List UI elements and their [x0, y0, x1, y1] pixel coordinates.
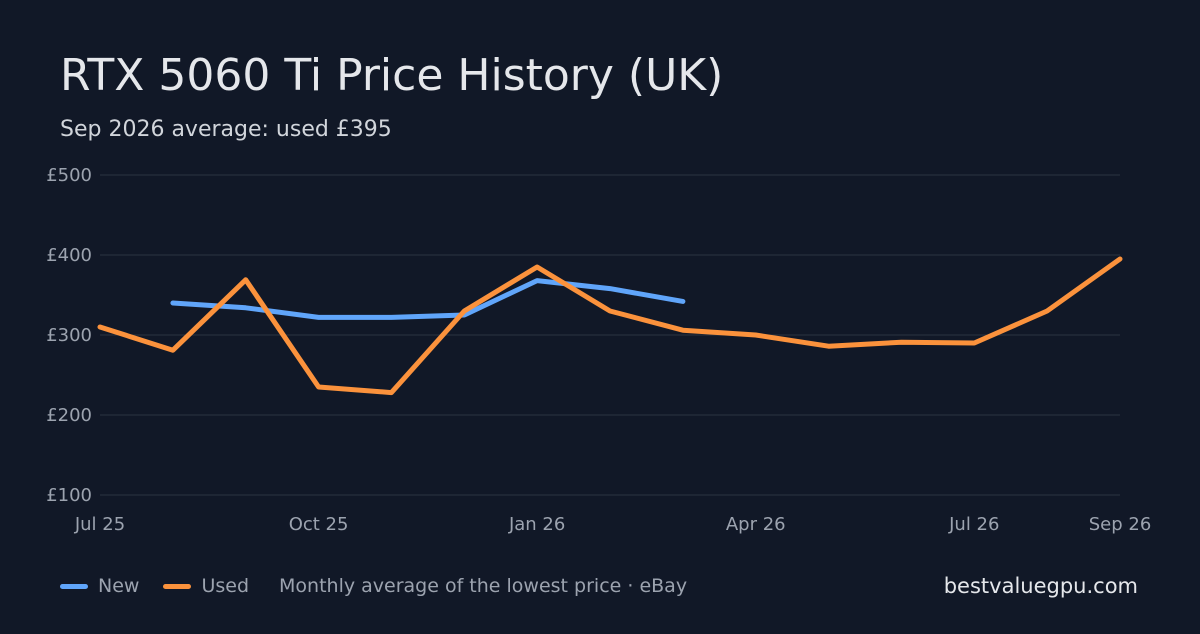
y-tick-label-300: £300 — [46, 325, 92, 346]
x-tick-label-2026-07: Jul 26 — [948, 514, 999, 535]
legend-item-new: New — [60, 575, 139, 597]
y-tick-label-200: £200 — [46, 405, 92, 426]
axis-layer: £500 £400 £300 £200 £100 Jul 25 Oct 25 Jan 26 Ap… — [46, 165, 1151, 535]
x-tick-label-2025-10: Oct 25 — [289, 514, 349, 535]
brand-link[interactable]: bestvaluegpu.com — [943, 574, 1138, 598]
x-tick-label-2025-07: Jul 25 — [74, 514, 125, 535]
y-tick-label-400: £400 — [46, 245, 92, 266]
chart-title: RTX 5060 Ti Price History (UK) — [60, 50, 724, 101]
series-line-used — [97, 256, 1123, 396]
chart-subtitle: Sep 2026 average: used £395 — [60, 117, 392, 142]
legend-label-new: New — [98, 575, 140, 597]
x-tick-label-2026-04: Apr 26 — [726, 514, 786, 535]
legend-swatch-used — [163, 583, 192, 589]
y-tick-label-100: £100 — [46, 485, 92, 506]
x-tick-label-2026-01: Jan 26 — [508, 514, 565, 535]
legend-item-used: Used — [163, 575, 249, 597]
grid-layer — [100, 174, 1120, 496]
legend-swatch-new — [60, 583, 88, 589]
x-tick-label-2026-09: Sep 26 — [1089, 514, 1152, 535]
series-line-new — [170, 278, 686, 320]
legend: New Used Monthly average of the lowest p… — [60, 574, 687, 598]
legend-label-used: Used — [201, 575, 250, 597]
series-layer — [97, 256, 1123, 396]
y-tick-label-500: £500 — [46, 165, 92, 186]
source-note: Monthly average of the lowest price · eB… — [279, 575, 688, 597]
